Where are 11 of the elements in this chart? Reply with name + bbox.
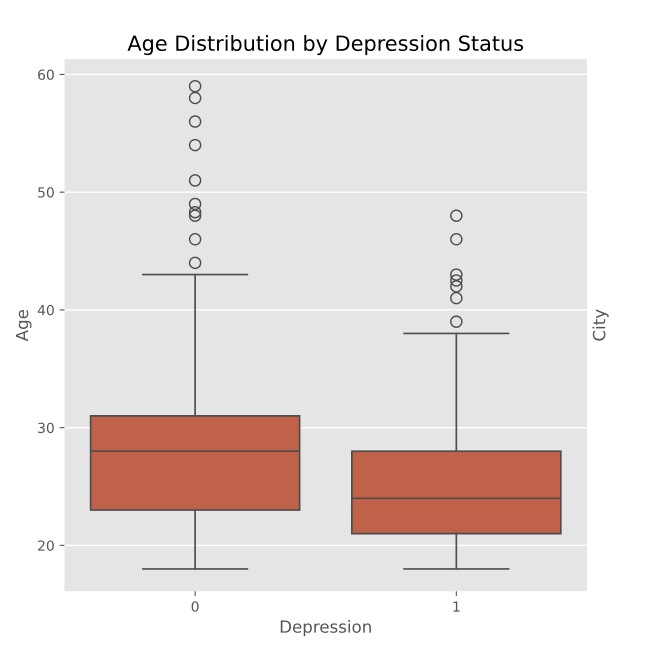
x-axis-title: Depression xyxy=(280,620,371,636)
y-tick-label: 30 xyxy=(38,422,54,434)
y-axis-title: Age xyxy=(16,310,32,342)
y-tick-label: 60 xyxy=(38,69,54,80)
y-tick-label: 20 xyxy=(38,540,54,551)
x-tick-label: 0 xyxy=(192,601,199,612)
chart-title: Age Distribution by Depression Status xyxy=(128,34,524,56)
y-tick-label: 50 xyxy=(38,187,54,198)
y2-axis-title: City xyxy=(592,309,609,341)
y-tick-label: 40 xyxy=(38,304,54,316)
x-tick-label: 1 xyxy=(453,601,460,612)
